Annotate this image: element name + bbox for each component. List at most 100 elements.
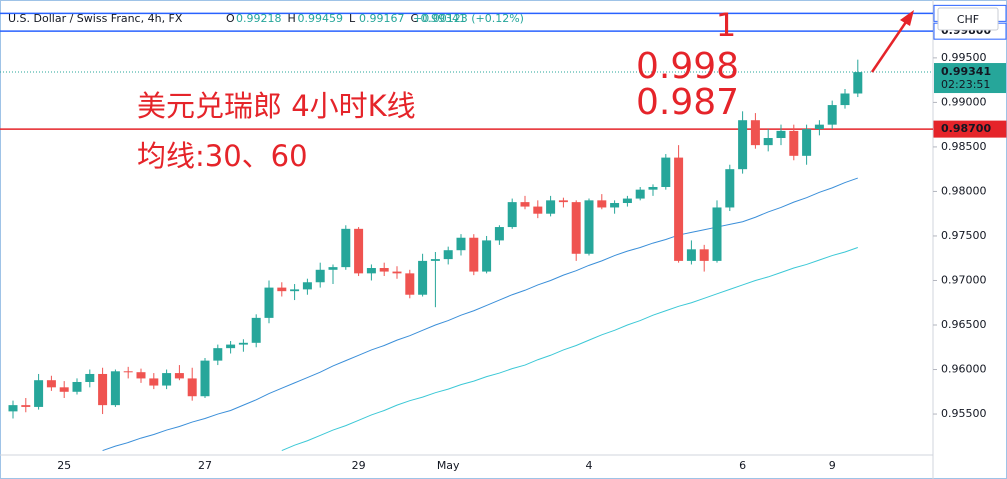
candle-body (853, 72, 863, 94)
annotation: 均线:30、60 (137, 139, 308, 173)
ohlc-legend: O 0.99218 H 0.99459 L 0.99167 C 0.99341 (226, 12, 466, 25)
candle-body (648, 186, 658, 190)
y-tick-label: 0.98500 (941, 140, 987, 153)
candle-body (776, 130, 786, 139)
y-tick-label: 0.96500 (941, 318, 987, 331)
candle-body (507, 202, 517, 228)
y-tick-label: 0.99000 (941, 95, 987, 108)
candle-body (315, 269, 325, 283)
candle-body (110, 371, 120, 406)
candle-body (430, 259, 440, 261)
y-tick-label: 0.97500 (941, 229, 987, 242)
candle-body (341, 228, 351, 268)
currency[interactable]: CHF (957, 13, 979, 26)
candle-body (162, 373, 172, 386)
candle-body (494, 227, 504, 241)
candle-body (34, 380, 44, 407)
x-tick-label: 29 (352, 459, 366, 472)
annotation: 美元兑瑞郎 4小时K线 (137, 89, 416, 123)
arrow (870, 21, 908, 73)
candle-body (533, 206, 543, 214)
ohlc-key: L (349, 12, 356, 25)
x-tick-label: 27 (198, 459, 212, 472)
ohlc-value: 0.99167 (359, 12, 405, 25)
ohlc-key: H (288, 12, 296, 25)
candle-body (98, 373, 108, 406)
plot (0, 12, 933, 452)
ohlc-key: O (226, 12, 235, 25)
y-tick-label: 0.95500 (941, 407, 987, 420)
candle-body (686, 249, 696, 261)
candle-body (136, 372, 146, 379)
candle-body (789, 130, 799, 156)
candle-body (763, 138, 773, 146)
candle-body (840, 93, 850, 106)
candle-body (546, 200, 556, 214)
candle-body (290, 289, 300, 292)
ohlc-value: 0.99341 (421, 12, 467, 25)
y-tick-label: 0.99500 (941, 51, 987, 64)
candle-body (738, 120, 748, 170)
candle-body (635, 189, 645, 199)
candle-body (674, 157, 684, 261)
candle-body (264, 287, 274, 318)
candle-body (72, 381, 82, 392)
ohlc-value: 0.99459 (298, 12, 344, 25)
candle-body (328, 267, 338, 270)
candle-body (392, 271, 402, 274)
candle-body (405, 273, 415, 295)
candle-body (699, 249, 709, 261)
candle-body (85, 373, 95, 382)
ohlc-value: 0.99218 (236, 12, 282, 25)
x-tick-label: 25 (57, 459, 71, 472)
y-tick-label: 0.97000 (941, 273, 987, 286)
x-tick-label: 6 (739, 459, 746, 472)
candle-body (21, 405, 31, 407)
candle-body (302, 282, 312, 290)
candle-body (750, 120, 760, 146)
candle-body (558, 200, 568, 203)
price-label-box (933, 120, 1007, 138)
annotation: 0.987 (636, 82, 739, 123)
candle-body (238, 342, 248, 345)
candle-body (46, 380, 56, 388)
candle-body (174, 373, 184, 379)
candle-body (277, 287, 287, 292)
x-tick-label: 4 (586, 459, 593, 472)
candle-body (59, 387, 69, 392)
candle-body (571, 202, 581, 254)
candle-body (456, 237, 466, 251)
candle-body (469, 237, 479, 272)
candle-body (814, 124, 824, 130)
candle-body (520, 202, 530, 207)
candle-body (213, 348, 223, 361)
candle-body (366, 268, 376, 274)
candle-body (661, 157, 671, 187)
change: +0.00123 (+0.12%) (413, 12, 524, 25)
last-price: 0.99341 (941, 65, 991, 78)
currency-box[interactable] (937, 7, 999, 31)
candle-body (622, 198, 632, 204)
symbol: U.S. Dollar / Swiss Franc, 4h, FX (8, 12, 183, 25)
ohlc-key: C (411, 12, 419, 25)
annotation: 1 (716, 6, 736, 44)
x-tick-label: 9 (829, 459, 836, 472)
candle-body (584, 200, 594, 254)
y-tick-label: 0.96000 (941, 363, 987, 376)
y-tick-label: 0.98000 (941, 184, 987, 197)
annotation: 0.998 (636, 46, 739, 87)
x-tick-label: May (437, 459, 460, 472)
candle-body (379, 268, 389, 272)
candle-body (149, 378, 159, 386)
candle-body (200, 360, 210, 397)
price-label: 0.98700 (941, 122, 991, 135)
candle-body (226, 344, 236, 349)
candle-body (251, 317, 261, 343)
arrow-head (900, 10, 914, 26)
ma-line (102, 177, 858, 452)
candle-body (8, 405, 18, 412)
last-price-box (934, 63, 1006, 94)
candle-body (443, 250, 453, 260)
candle-body (418, 260, 428, 295)
